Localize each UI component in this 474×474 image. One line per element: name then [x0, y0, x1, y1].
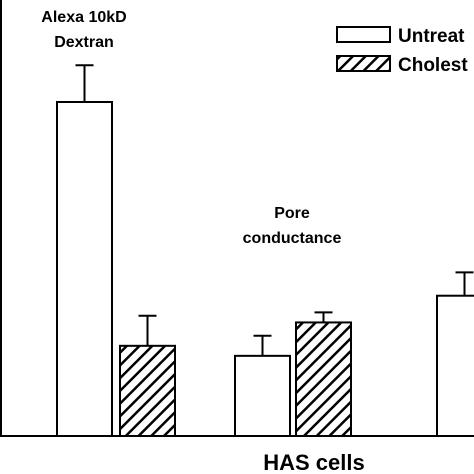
bar-0-0 — [56, 101, 113, 437]
group-label-0-line-1: Dextran — [54, 34, 114, 51]
legend-label-cholest: Cholest — [398, 55, 468, 76]
group-labels-layer: Alexa 10kD Dextran Pore conductance — [41, 9, 341, 247]
x-axis-label: HAS cells — [263, 450, 365, 474]
legend-label-untreat: Untreat — [398, 26, 465, 47]
legend: Untreat Cholest — [336, 26, 468, 76]
group-label-1-line-0: Pore — [274, 205, 310, 222]
bars-layer — [56, 64, 474, 438]
bar-2-0 — [436, 294, 474, 437]
group-label-0-line-0: Alexa 10kD — [41, 9, 126, 26]
bar-1-0 — [234, 354, 291, 437]
group-label-1-line-1: conductance — [243, 230, 342, 247]
bar-0-1 — [119, 344, 176, 438]
bar-1-1 — [295, 321, 352, 437]
legend-swatch-untreat — [336, 26, 391, 43]
legend-swatch-cholest — [336, 55, 391, 72]
